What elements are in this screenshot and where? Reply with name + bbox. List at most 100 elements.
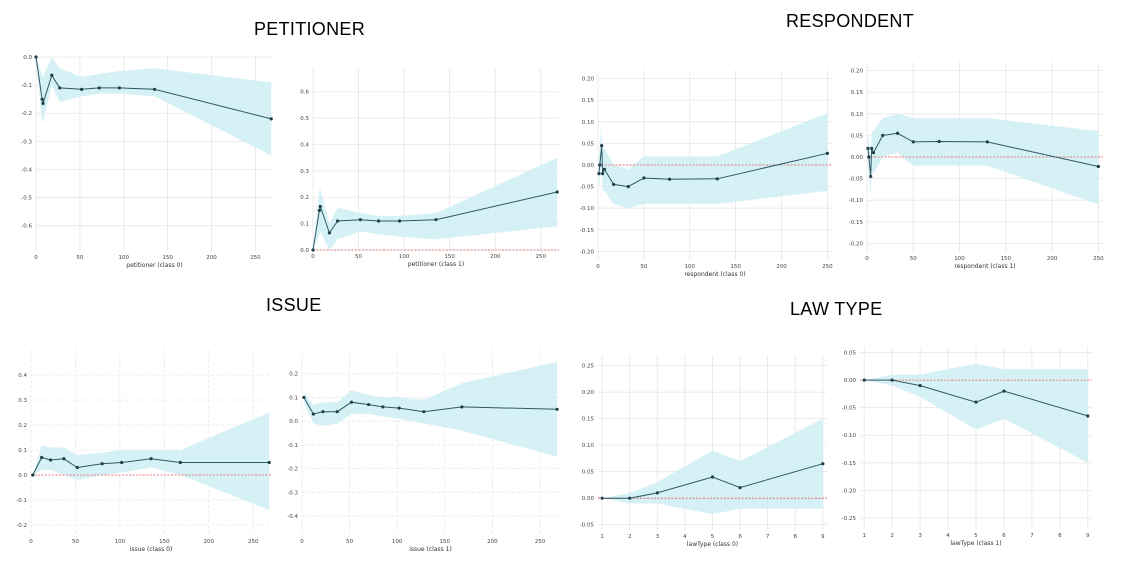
y-tick-label: -0.10 xyxy=(580,206,595,212)
data-point xyxy=(738,485,742,490)
x-tick-label: 200 xyxy=(487,539,498,545)
data-point xyxy=(178,460,182,465)
y-tick-label: -0.10 xyxy=(842,433,857,439)
y-tick-label: 0.6 xyxy=(300,90,309,96)
confidence-band xyxy=(313,157,558,250)
x-tick-label: 1 xyxy=(600,534,604,540)
data-point xyxy=(397,406,401,410)
data-point xyxy=(80,87,84,91)
data-point xyxy=(867,155,871,159)
data-point xyxy=(62,457,66,461)
data-point xyxy=(302,395,306,400)
x-tick-label: 9 xyxy=(1086,533,1090,539)
data-point xyxy=(434,218,438,222)
data-point xyxy=(655,491,659,495)
data-point xyxy=(1002,389,1006,393)
data-point xyxy=(377,219,381,223)
x-tick-label: 150 xyxy=(440,539,451,545)
data-point xyxy=(937,139,941,144)
data-point xyxy=(31,473,35,477)
y-tick-label: -0.2 xyxy=(21,111,32,117)
x-tick-label: 4 xyxy=(683,534,687,540)
y-tick-label: -0.15 xyxy=(842,461,857,467)
x-tick-label: 150 xyxy=(444,254,455,260)
data-point xyxy=(336,219,340,223)
x-axis-label: lawType (class 0) xyxy=(687,541,738,548)
data-point xyxy=(985,140,989,144)
data-point xyxy=(100,462,104,466)
data-point xyxy=(911,140,915,144)
y-tick-label: 0.20 xyxy=(851,69,864,75)
x-tick-label: 0 xyxy=(34,255,38,261)
data-point xyxy=(821,462,825,466)
y-tick-label: 0.00 xyxy=(582,496,595,502)
y-tick-label: -0.2 xyxy=(16,523,27,529)
x-tick-label: 5 xyxy=(974,533,978,539)
data-point xyxy=(600,143,604,148)
y-tick-label: 0.10 xyxy=(582,120,595,126)
y-tick-label: -0.1 xyxy=(287,443,298,449)
data-point xyxy=(267,460,271,465)
data-point xyxy=(626,184,630,189)
data-point xyxy=(602,167,607,171)
data-point xyxy=(269,117,273,121)
x-tick-label: 50 xyxy=(72,539,79,545)
y-tick-label: -0.05 xyxy=(849,177,864,183)
y-tick-label: -0.15 xyxy=(580,228,595,234)
x-tick-label: 50 xyxy=(640,264,647,270)
x-tick-label: 9 xyxy=(821,534,825,540)
y-tick-label: -0.1 xyxy=(16,498,27,504)
series-line xyxy=(312,191,558,251)
x-tick-label: 250 xyxy=(1093,256,1104,262)
y-tick-label: -0.15 xyxy=(849,220,864,226)
y-tick-label: 0.1 xyxy=(18,448,27,454)
data-point xyxy=(825,151,830,155)
y-tick-label: 0.1 xyxy=(300,222,309,228)
data-point xyxy=(335,410,339,414)
data-point xyxy=(381,405,385,409)
data-point xyxy=(117,86,121,90)
y-tick-label: 0.0 xyxy=(289,419,298,425)
data-point xyxy=(628,496,632,500)
data-point xyxy=(321,410,325,414)
y-tick-label: 0.05 xyxy=(582,470,595,476)
y-tick-label: 0.0 xyxy=(18,473,27,479)
data-point xyxy=(597,172,601,176)
y-tick-label: -0.20 xyxy=(842,488,857,494)
y-tick-label: 0.10 xyxy=(582,443,595,449)
y-tick-label: -0.2 xyxy=(287,467,298,473)
data-point xyxy=(895,131,900,135)
data-point xyxy=(598,163,602,167)
data-point xyxy=(34,55,38,59)
x-tick-label: 250 xyxy=(822,264,833,270)
section-title-respondent: RESPONDENT xyxy=(786,11,915,31)
y-tick-label: 0.3 xyxy=(18,398,27,404)
data-point xyxy=(1086,414,1090,418)
x-tick-label: 150 xyxy=(162,255,173,261)
data-point xyxy=(75,465,79,470)
y-tick-label: 0.15 xyxy=(851,90,864,96)
x-tick-label: 200 xyxy=(1047,256,1058,262)
x-axis-label: issue (class 0) xyxy=(130,546,173,553)
data-point xyxy=(41,101,45,105)
y-tick-label: -0.1 xyxy=(21,83,32,89)
data-point xyxy=(881,133,885,138)
x-tick-label: 50 xyxy=(346,539,353,545)
y-tick-label: 0.05 xyxy=(844,351,857,357)
y-tick-label: 0.25 xyxy=(582,364,595,370)
data-point xyxy=(40,97,44,101)
x-tick-label: 5 xyxy=(711,534,715,540)
x-axis-label: lawType (class 1) xyxy=(950,540,1001,547)
series-line xyxy=(32,456,270,476)
y-tick-label: -0.20 xyxy=(849,241,864,247)
x-tick-label: 50 xyxy=(355,254,362,260)
x-tick-label: 250 xyxy=(248,539,259,545)
data-point xyxy=(327,231,331,235)
data-point xyxy=(397,219,402,223)
x-axis-label: petitioner (class 1) xyxy=(408,261,464,268)
x-tick-label: 100 xyxy=(954,256,965,262)
data-point xyxy=(311,412,316,416)
